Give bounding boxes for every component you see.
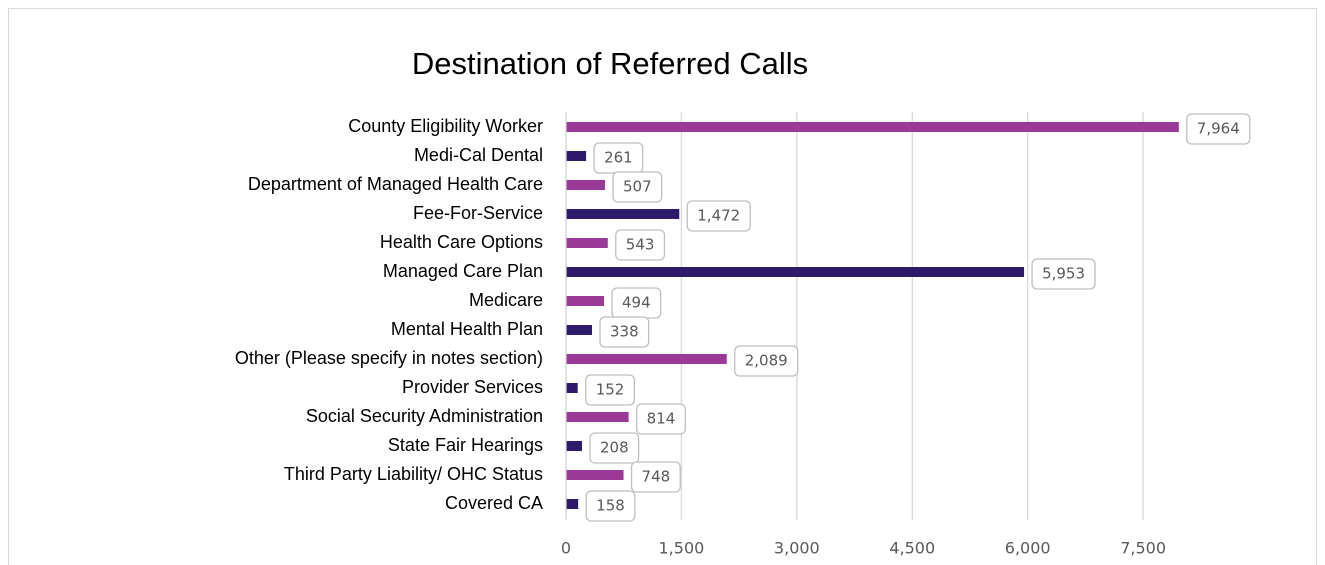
data-label: 7,964 xyxy=(1197,120,1240,138)
category-label: Department of Managed Health Care xyxy=(248,174,543,194)
data-label: 543 xyxy=(626,236,655,254)
data-label-box xyxy=(585,374,635,406)
data-label-box xyxy=(585,490,636,522)
data-label-box xyxy=(589,432,640,464)
data-label: 507 xyxy=(623,178,652,196)
category-label: Other (Please specify in notes section) xyxy=(235,348,543,368)
x-tick-label: 7,500 xyxy=(1120,539,1166,558)
bar xyxy=(566,441,583,451)
category-label: Provider Services xyxy=(402,377,543,397)
x-tick-label: 4,500 xyxy=(889,539,935,558)
category-label: Covered CA xyxy=(445,493,543,513)
category-label: County Eligibility Worker xyxy=(348,116,543,136)
data-label: 2,089 xyxy=(745,352,788,370)
category-label: Fee-For-Service xyxy=(413,203,543,223)
data-label: 158 xyxy=(596,497,625,515)
category-label: Social Security Administration xyxy=(306,406,543,426)
bar xyxy=(566,412,629,422)
data-label-box xyxy=(734,345,799,377)
bar xyxy=(566,238,608,248)
data-label: 494 xyxy=(622,294,651,312)
data-label-box xyxy=(1031,258,1096,290)
chart-title: Destination of Referred Calls xyxy=(412,46,808,81)
bar xyxy=(566,122,1179,132)
bar xyxy=(566,383,578,393)
category-label: Third Party Liability/ OHC Status xyxy=(284,464,543,484)
data-label-box xyxy=(599,316,650,348)
bar xyxy=(566,267,1025,277)
data-label-box xyxy=(612,171,663,203)
x-tick-label: 0 xyxy=(561,539,571,558)
bar xyxy=(566,296,605,306)
category-label: Medicare xyxy=(469,290,543,310)
data-label-box xyxy=(686,200,751,232)
bar xyxy=(566,354,727,364)
data-label: 1,472 xyxy=(697,207,740,225)
data-label-box xyxy=(615,229,666,261)
data-label: 814 xyxy=(647,410,676,428)
data-label: 338 xyxy=(610,323,639,341)
bar xyxy=(566,325,593,335)
data-label-box xyxy=(1186,113,1251,145)
bar xyxy=(566,209,680,219)
data-label-box xyxy=(630,461,681,493)
data-label-box xyxy=(635,403,686,435)
data-label: 208 xyxy=(600,439,629,457)
bar xyxy=(566,151,587,161)
category-label: State Fair Hearings xyxy=(388,435,543,455)
bar xyxy=(566,499,579,509)
x-tick-label: 3,000 xyxy=(774,539,820,558)
category-label: Medi-Cal Dental xyxy=(414,145,543,165)
category-label: Managed Care Plan xyxy=(383,261,543,281)
bar xyxy=(566,470,624,480)
x-tick-label: 1,500 xyxy=(659,539,705,558)
data-label: 5,953 xyxy=(1042,265,1085,283)
data-label: 748 xyxy=(642,468,671,486)
bar xyxy=(566,180,606,190)
data-label: 261 xyxy=(604,149,633,167)
category-label: Health Care Options xyxy=(380,232,543,252)
data-label: 152 xyxy=(596,381,625,399)
x-tick-label: 6,000 xyxy=(1005,539,1051,558)
category-label: Mental Health Plan xyxy=(391,319,543,339)
